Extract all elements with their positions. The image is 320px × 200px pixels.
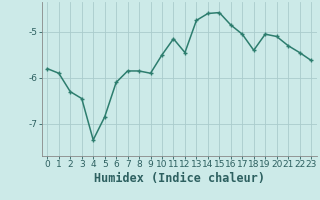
X-axis label: Humidex (Indice chaleur): Humidex (Indice chaleur)	[94, 172, 265, 185]
